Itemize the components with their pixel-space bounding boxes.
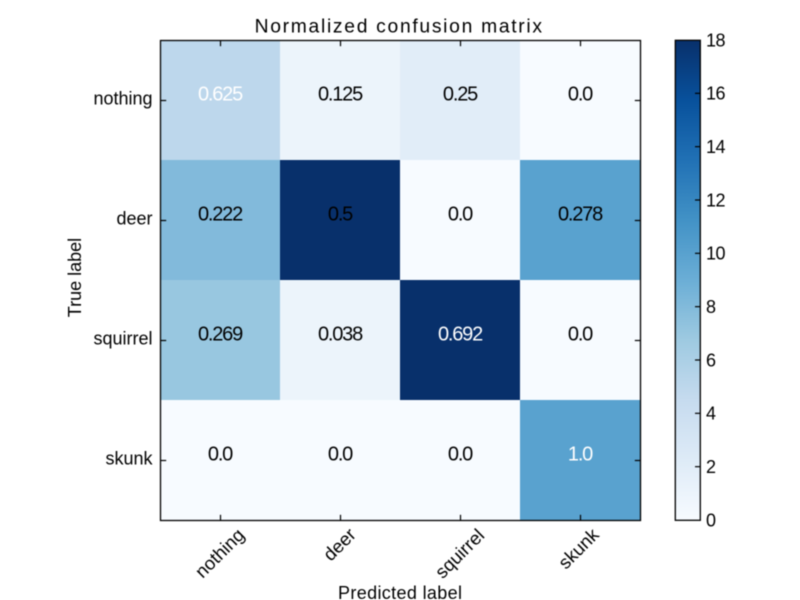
svg-text:0.625: 0.625 <box>198 84 243 106</box>
svg-text:2: 2 <box>706 457 716 477</box>
svg-text:6: 6 <box>706 350 716 370</box>
svg-text:Normalized confusion matrix: Normalized confusion matrix <box>255 16 544 37</box>
svg-text:12: 12 <box>706 190 726 210</box>
svg-text:8: 8 <box>706 297 716 317</box>
svg-text:0.0: 0.0 <box>568 84 593 106</box>
svg-text:0.0: 0.0 <box>328 444 353 466</box>
svg-text:0.278: 0.278 <box>558 204 603 226</box>
svg-text:nothing: nothing <box>93 89 152 109</box>
svg-text:14: 14 <box>706 137 726 157</box>
svg-text:deer: deer <box>116 209 152 229</box>
svg-text:0.25: 0.25 <box>443 84 478 106</box>
svg-text:0.0: 0.0 <box>448 204 473 226</box>
svg-text:16: 16 <box>706 84 726 104</box>
svg-text:squirrel: squirrel <box>93 329 152 349</box>
svg-text:10: 10 <box>706 244 726 264</box>
svg-text:0.692: 0.692 <box>438 324 483 346</box>
svg-text:4: 4 <box>706 404 716 424</box>
svg-text:1.0: 1.0 <box>568 444 593 466</box>
svg-text:0.0: 0.0 <box>568 324 593 346</box>
svg-text:0: 0 <box>706 510 716 530</box>
svg-text:0.0: 0.0 <box>448 444 473 466</box>
svg-text:0.038: 0.038 <box>318 324 363 346</box>
svg-text:0.125: 0.125 <box>318 84 363 106</box>
svg-text:Predicted label: Predicted label <box>338 583 462 600</box>
svg-text:0.0: 0.0 <box>208 444 233 466</box>
svg-text:True label: True label <box>65 238 85 317</box>
svg-text:18: 18 <box>706 30 726 50</box>
svg-text:0.5: 0.5 <box>328 204 353 226</box>
svg-text:0.269: 0.269 <box>198 324 243 346</box>
svg-text:0.222: 0.222 <box>198 204 243 226</box>
svg-text:skunk: skunk <box>105 449 153 469</box>
